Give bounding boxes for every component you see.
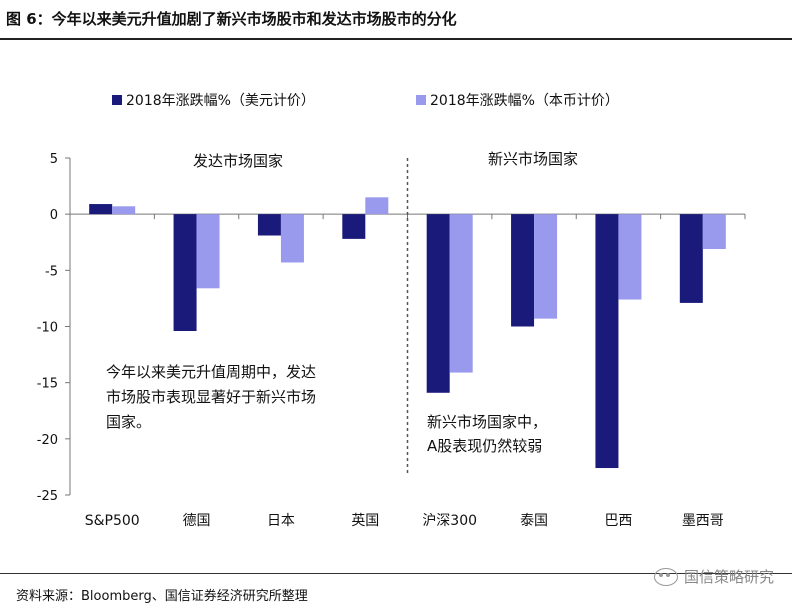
bar-2	[534, 214, 558, 319]
x-tick-label: 沪深300	[422, 513, 477, 529]
y-axis: 5 0 -5 -10 -15 -20 -25	[37, 152, 746, 504]
x-tick-label: 德国	[183, 513, 211, 529]
bar-1	[595, 214, 619, 469]
bar-2	[280, 214, 304, 263]
legend-swatch-2	[416, 95, 426, 105]
legend-label-1: 2018年涨跌幅%（美元计价）	[126, 93, 315, 109]
x-tick-label: 日本	[267, 513, 295, 529]
annotations: 发达市场国家 新兴市场国家今年以来美元升值周期中，发达市场股市表现显著好于新兴市场…	[106, 150, 578, 455]
x-tick-label: S&P500	[85, 513, 140, 529]
x-axis-labels: S&P500 德国 日本 英国 沪深300 泰国 巴西 墨西哥	[85, 512, 724, 529]
source-note: 资料来源：Bloomberg、国信证券经济研究所整理	[16, 589, 308, 604]
bar-2	[702, 214, 726, 249]
wechat-icon	[653, 567, 678, 586]
bars	[89, 197, 726, 469]
y-tick-label: -5	[45, 264, 58, 279]
x-tick-label: 巴西	[604, 513, 632, 529]
annotation-emerging-line: A股表现仍然较弱	[427, 437, 542, 455]
y-tick-label: -20	[37, 433, 58, 448]
x-tick-label: 英国	[351, 512, 379, 529]
figure-title: 图 6：今年以来美元升值加剧了新兴市场股市和发达市场股市的分化	[6, 10, 457, 28]
watermark-text: 国信策略研究	[683, 568, 774, 586]
x-tick-label: 墨西哥	[682, 513, 724, 529]
bar-2	[618, 214, 642, 300]
bar-1	[511, 214, 535, 327]
bar-1	[342, 214, 366, 239]
x-tick-label: 泰国	[520, 513, 548, 529]
bar-1	[89, 204, 113, 215]
bar-chart: 2018年涨跌幅%（美元计价） 2018年涨跌幅%（本币计价） 5 0 -5 -10 -1…	[37, 93, 746, 529]
bar-1	[679, 214, 703, 303]
bar-1	[173, 214, 197, 331]
y-tick-label: 5	[50, 152, 58, 167]
annotation-emerging-line: 新兴市场国家中，	[427, 413, 547, 431]
title-rule	[0, 38, 792, 40]
bar-2	[449, 214, 473, 373]
group-label-emerging: 新兴市场国家	[488, 150, 578, 168]
annotation-developed-line: 国家。	[106, 413, 151, 431]
y-tick-label: 0	[50, 208, 58, 223]
bar-1	[257, 214, 281, 236]
group-label-developed: 发达市场国家	[193, 152, 283, 170]
annotation-developed-line: 市场股市表现显著好于新兴市场	[106, 388, 316, 406]
legend-swatch-1	[112, 95, 122, 105]
footer-rule	[0, 573, 792, 574]
annotation-developed-line: 今年以来美元升值周期中，发达	[106, 363, 316, 381]
chart-legend: 2018年涨跌幅%（美元计价） 2018年涨跌幅%（本币计价）	[112, 93, 619, 109]
y-tick-label: -15	[37, 377, 58, 392]
legend-label-2: 2018年涨跌幅%（本币计价）	[430, 93, 619, 109]
watermark: 国信策略研究	[653, 566, 774, 587]
y-tick-label: -10	[37, 321, 58, 336]
bar-1	[426, 214, 450, 393]
bar-2	[365, 197, 389, 215]
y-tick-label: -25	[37, 489, 58, 504]
bar-2	[196, 214, 220, 289]
bar-2	[112, 206, 136, 215]
